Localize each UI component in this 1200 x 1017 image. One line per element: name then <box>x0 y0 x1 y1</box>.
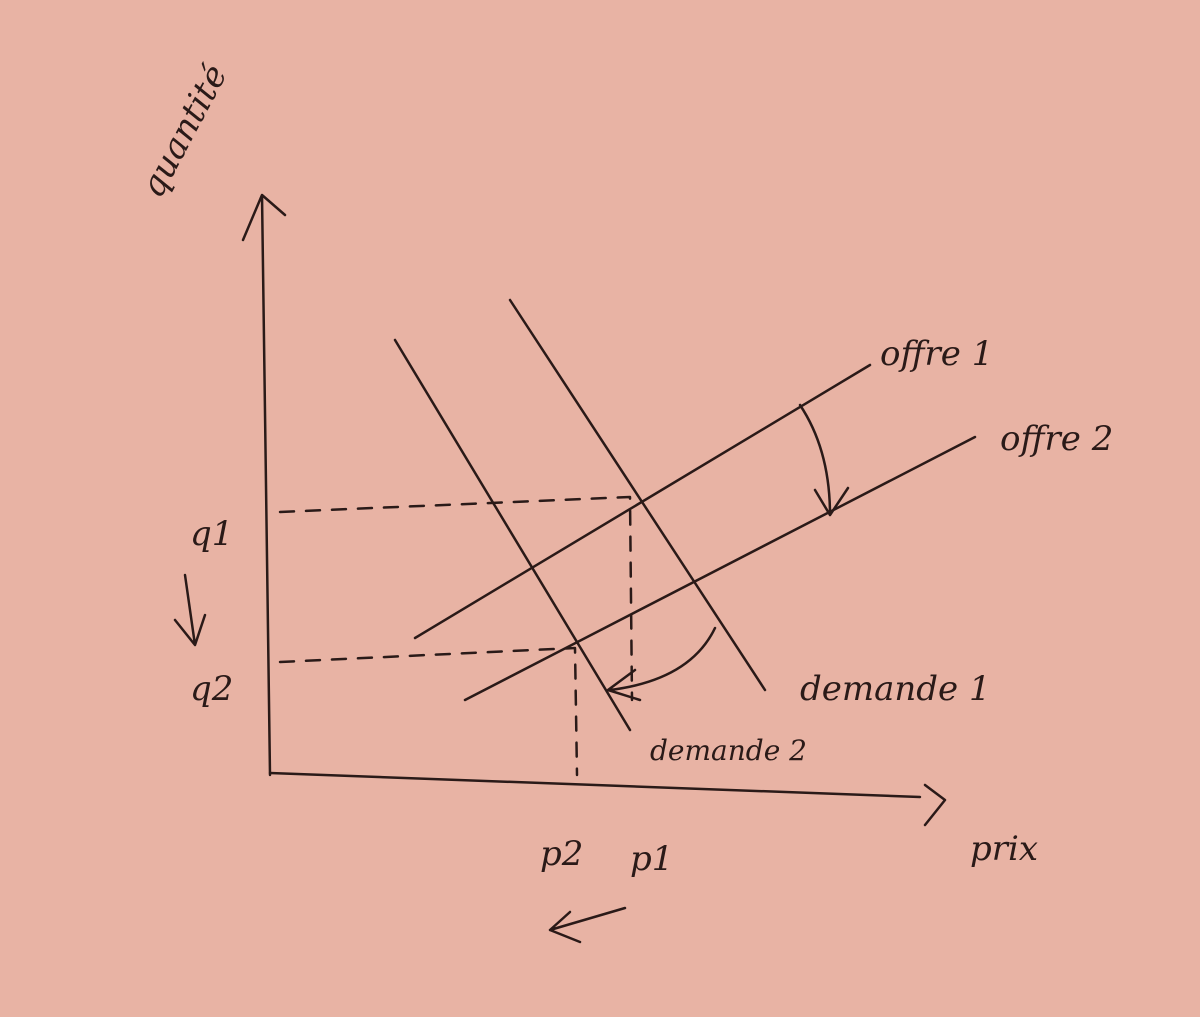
q2-label: q2 <box>190 669 233 709</box>
supply-shift-arrow <box>798 403 850 517</box>
demand-2-label: demande 2 <box>650 734 807 767</box>
q1-guide <box>278 495 634 702</box>
supply-2-label: offre 2 <box>1000 419 1113 459</box>
demand-1-label: demande 1 <box>800 669 991 709</box>
y-axis <box>241 193 287 777</box>
supply-1-label: offre 1 <box>880 334 993 374</box>
supply-curve-1 <box>413 363 872 640</box>
price-down-arrow <box>548 906 627 944</box>
q1-label: q1 <box>190 514 233 554</box>
p2-label: p2 <box>540 834 583 874</box>
quantity-down-arrow <box>173 573 207 647</box>
demand-curve-1 <box>508 298 767 692</box>
p1-label: p1 <box>630 839 673 879</box>
supply-curve-2 <box>463 435 977 702</box>
q2-guide <box>278 646 579 777</box>
demand-shift-arrow <box>606 626 717 702</box>
x-axis <box>268 771 947 827</box>
demand-curve-2 <box>393 338 632 732</box>
x-axis-label: prix <box>970 829 1038 869</box>
